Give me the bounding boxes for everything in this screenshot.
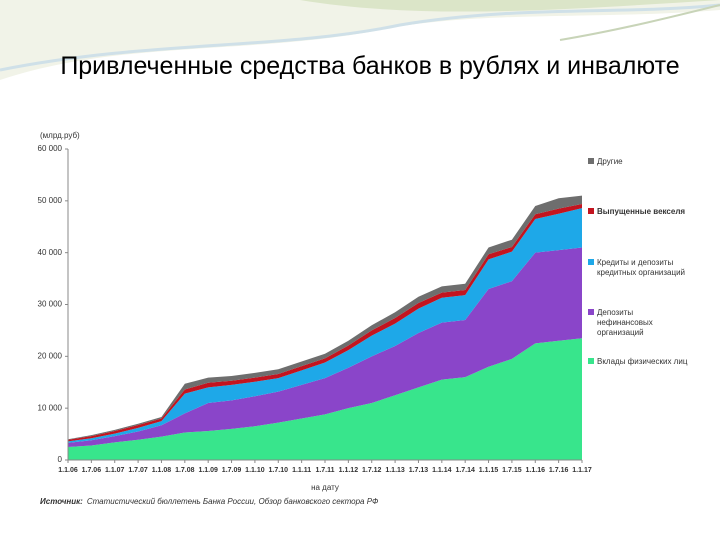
y-tick-label: 40 000 xyxy=(38,248,63,257)
legend-item: Вклады физических лиц xyxy=(588,357,688,367)
area xyxy=(68,247,582,448)
decor-line xyxy=(559,4,720,41)
slide-title: Привлеченные средства банков в рублях и … xyxy=(60,52,680,80)
decor-wave xyxy=(300,0,720,12)
x-tick-label: 1.7.12 xyxy=(362,467,382,474)
legend-item: Выпущенные векселя xyxy=(588,207,688,217)
y-tick-label: 60 000 xyxy=(38,144,63,153)
decor-line xyxy=(0,3,720,72)
x-tick-label: 1.7.16 xyxy=(549,467,569,474)
area xyxy=(68,338,582,460)
x-tick-label: 1.7.14 xyxy=(455,467,475,474)
legend-label: Вклады физических лиц xyxy=(597,357,688,366)
x-tick-label: 1.7.13 xyxy=(409,467,429,474)
y-tick-label: 50 000 xyxy=(38,196,63,205)
legend-swatch xyxy=(588,309,594,315)
y-unit: (млрд.руб) xyxy=(40,131,80,140)
x-axis-label: на дату xyxy=(311,483,339,492)
area xyxy=(68,195,582,440)
x-tick-label: 1.1.17 xyxy=(572,467,592,474)
x-tick-label: 1.1.12 xyxy=(339,467,359,474)
legend-swatch xyxy=(588,358,594,364)
x-tick-label: 1.7.09 xyxy=(222,467,242,474)
x-tick-label: 1.7.11 xyxy=(315,467,334,474)
legend-label: Выпущенные векселя xyxy=(597,207,686,216)
x-tick-label: 1.7.15 xyxy=(502,467,522,474)
legend-swatch xyxy=(588,259,594,265)
legend-label: Кредиты и депозиты кредитных организаций xyxy=(597,258,686,277)
x-tick-label: 1.1.07 xyxy=(105,467,125,474)
x-tick-label: 1.1.08 xyxy=(152,467,172,474)
source-text: Статистический бюллетень Банка России, О… xyxy=(87,497,379,506)
x-tick-label: 1.1.10 xyxy=(245,467,265,474)
legend-item: Другие xyxy=(588,157,688,167)
x-tick-label: 1.7.06 xyxy=(82,467,102,474)
x-tick-label: 1.1.16 xyxy=(526,467,546,474)
x-tick-label: 1.1.14 xyxy=(432,467,452,474)
y-tick-label: 30 000 xyxy=(38,300,63,309)
x-tick-label: 1.7.10 xyxy=(269,467,289,474)
y-tick-label: 20 000 xyxy=(38,351,63,360)
x-tick-label: 1.1.09 xyxy=(198,467,218,474)
legend-item: Кредиты и депозиты кредитных организаций xyxy=(588,258,688,278)
source-label: Источник: xyxy=(40,497,83,506)
y-tick-label: 10 000 xyxy=(38,403,63,412)
source: Источник: Статистический бюллетень Банка … xyxy=(40,497,379,506)
legend-label: Другие xyxy=(597,157,623,166)
decor-wave xyxy=(0,0,720,80)
x-tick-label: 1.7.07 xyxy=(128,467,148,474)
legend-item: Депозиты нефинансовых организаций xyxy=(588,308,688,338)
x-tick-label: 1.1.15 xyxy=(479,467,499,474)
y-tick-label: 0 xyxy=(58,455,63,464)
x-tick-label: 1.1.13 xyxy=(385,467,405,474)
legend-swatch xyxy=(588,158,594,164)
area xyxy=(68,208,582,443)
x-tick-label: 1.7.08 xyxy=(175,467,195,474)
legend-swatch xyxy=(588,208,594,214)
x-tick-label: 1.1.11 xyxy=(292,467,311,474)
legend-label: Депозиты нефинансовых организаций xyxy=(597,308,653,337)
x-tick-label: 1.1.06 xyxy=(58,467,78,474)
